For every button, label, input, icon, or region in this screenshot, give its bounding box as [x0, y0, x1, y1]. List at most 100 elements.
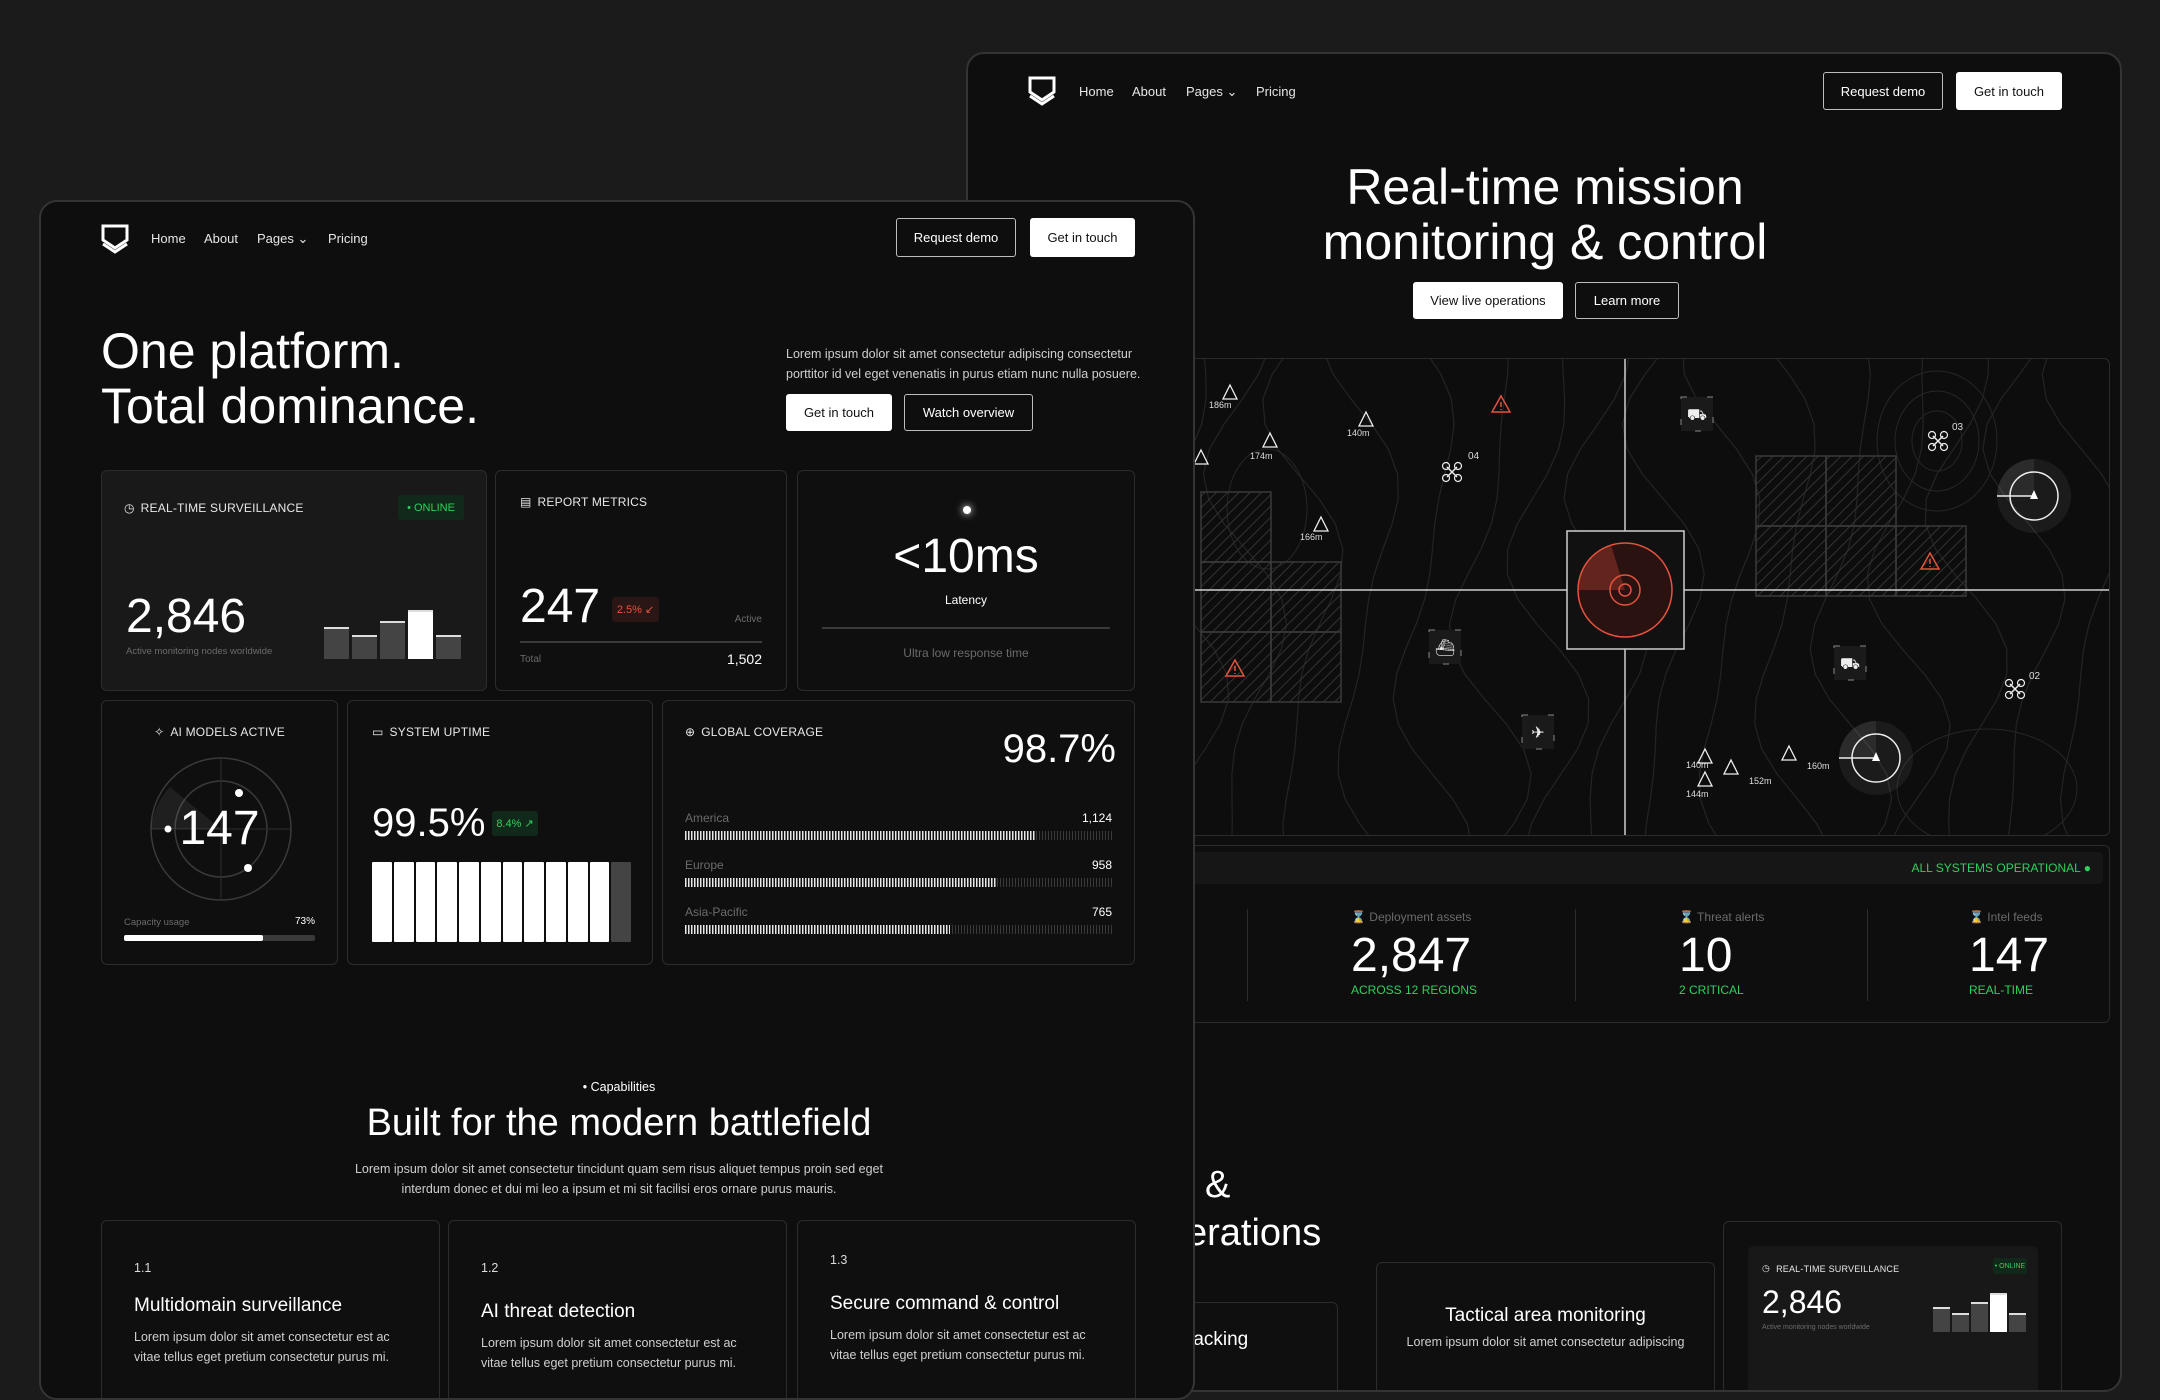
- region-value: 765: [1091, 905, 1112, 919]
- contour-line: [1621, 359, 1705, 835]
- uptime-segment: [567, 862, 588, 942]
- threat-warning-icon[interactable]: [1919, 551, 1941, 570]
- zone-cell[interactable]: [1825, 525, 1897, 597]
- drone-label: 02: [2029, 671, 2041, 682]
- nav-about[interactable]: About: [1132, 84, 1166, 99]
- zone-cell[interactable]: [1200, 631, 1272, 703]
- get-in-touch-button[interactable]: Get in touch: [1956, 72, 2062, 110]
- elevation-marker-icon[interactable]: [1722, 758, 1740, 775]
- contour-line: [1982, 359, 2066, 835]
- hero-line2: Total dominance.: [101, 378, 480, 434]
- elevation-marker-icon[interactable]: [1312, 515, 1330, 532]
- globe-icon: ⊕: [685, 725, 696, 739]
- zone-cell[interactable]: [1270, 631, 1342, 703]
- nav-pages-label: Pages: [1186, 84, 1223, 99]
- latency-value: <10ms: [893, 530, 1039, 583]
- nav-pages[interactable]: Pages ⌄: [257, 231, 308, 247]
- elevation-marker-icon[interactable]: [1357, 410, 1375, 427]
- bar: [352, 634, 377, 659]
- learn-more-button[interactable]: Learn more: [1575, 282, 1679, 319]
- radar-graphic: [150, 757, 292, 901]
- drone-rotor: [2004, 690, 2014, 700]
- radar-unit-icon: [1872, 752, 1880, 761]
- get-in-touch-button[interactable]: Get in touch: [1030, 218, 1135, 257]
- nav-pages[interactable]: Pages ⌄: [1186, 84, 1237, 100]
- capacity-value: 73%: [294, 916, 315, 927]
- hero-get-in-touch-button[interactable]: Get in touch: [786, 394, 892, 431]
- coverage-value: 98.7%: [1002, 727, 1116, 771]
- unit-frame[interactable]: [1521, 714, 1555, 750]
- map-canvas: 186m 140m 174m 166m 140m 152m 144m 160m 04 03 02 ⛟ ⛴…: [987, 359, 2109, 835]
- zone-cell[interactable]: [1755, 525, 1827, 597]
- drone-label: 03: [1952, 422, 1964, 433]
- ship-icon: ⛴: [1435, 638, 1455, 657]
- unit-frame[interactable]: [1680, 396, 1714, 432]
- capacity-progress: [124, 935, 315, 941]
- drone-rotor: [1453, 473, 1463, 483]
- feature-card: 1.3 Secure command & control Lorem ipsum d…: [797, 1220, 1136, 1398]
- section-text: Lorem ipsum dolor sit amet consectetur t…: [354, 1162, 884, 1196]
- feature-title: AI threat detection: [481, 1301, 636, 1322]
- logo-icon[interactable]: [1028, 76, 1056, 106]
- nav-about[interactable]: About: [204, 231, 238, 246]
- elevation-marker-icon[interactable]: [1192, 448, 1210, 465]
- hero-title: Real-time mission monitoring & control: [1245, 160, 1845, 270]
- region-bar: [685, 925, 1112, 934]
- watch-overview-button[interactable]: Watch overview: [904, 394, 1033, 431]
- feature-title: Multidomain surveillance: [134, 1295, 343, 1316]
- hero-line1: One platform.: [101, 323, 404, 379]
- report-value: 247: [520, 580, 601, 633]
- elevation-marker-icon[interactable]: [1221, 383, 1239, 400]
- elevation-marker-icon[interactable]: [1696, 747, 1714, 764]
- uptime-segment: [415, 862, 436, 942]
- nav-pricing[interactable]: Pricing: [328, 231, 368, 246]
- threat-warning-icon[interactable]: [1490, 394, 1512, 413]
- stat-label: ⌛ Intel feeds: [1969, 910, 2043, 924]
- drone-rotor: [1441, 461, 1451, 471]
- document-icon: ▤: [520, 495, 532, 509]
- region-value: 1,124: [1081, 811, 1112, 825]
- unit-frame[interactable]: [1833, 645, 1867, 681]
- bar: [1952, 1312, 1969, 1332]
- latency-sub: Ultra low response time: [903, 646, 1029, 660]
- zone-cell[interactable]: [1895, 525, 1967, 597]
- zone-cell[interactable]: [1825, 455, 1897, 527]
- logo-icon[interactable]: [101, 224, 129, 254]
- unit-frame[interactable]: [1428, 629, 1462, 665]
- request-demo-button[interactable]: Request demo: [1823, 72, 1943, 110]
- stat-divider: [1867, 909, 1868, 1001]
- report-metrics-card: ▤ REPORT METRICS 247 2.5% ↙ Active Total …: [495, 470, 787, 691]
- feature-card-title: Tactical area monitoring: [1445, 1305, 1646, 1326]
- bar: [324, 627, 349, 659]
- zone-cell[interactable]: [1755, 455, 1827, 527]
- view-live-operations-button[interactable]: View live operations: [1413, 282, 1563, 319]
- elevation-marker-icon[interactable]: [1696, 770, 1714, 787]
- radar-unit-icon: [2030, 490, 2038, 499]
- request-demo-button[interactable]: Request demo: [896, 218, 1016, 257]
- drone-rotor: [1453, 461, 1463, 471]
- elevation-marker-icon[interactable]: [1780, 744, 1798, 761]
- latency-label: Latency: [944, 593, 988, 607]
- card-label: ◷ REAL-TIME SURVEILLANCE: [124, 501, 304, 515]
- zone-cell[interactable]: [1200, 491, 1272, 563]
- feature-card: 1.1 Multidomain surveillance Lorem ipsum d…: [101, 1220, 440, 1398]
- nav-home[interactable]: Home: [151, 231, 186, 246]
- mini-value: 2,846: [1762, 1284, 1843, 1320]
- preview-card: ◷ REAL-TIME SURVEILLANCE • ONLINE 2,846 A…: [1723, 1221, 2062, 1390]
- radar-ring: [1609, 574, 1641, 606]
- nav-home[interactable]: Home: [1079, 84, 1114, 99]
- zone-cell[interactable]: [1200, 561, 1272, 633]
- contour-line: [1682, 359, 1761, 835]
- drone-rotor: [1927, 442, 1937, 452]
- change-badge: 2.5% ↙: [612, 597, 659, 622]
- nav-pages-label: Pages: [257, 231, 294, 246]
- nav-pricing[interactable]: Pricing: [1256, 84, 1296, 99]
- region-bar-fill: [685, 831, 1036, 840]
- card-label: ✧ AI MODELS ACTIVE: [154, 725, 285, 739]
- elevation-marker-icon[interactable]: [1261, 431, 1279, 448]
- uptime-segment: [546, 862, 566, 942]
- zone-cell[interactable]: [1270, 561, 1342, 633]
- capabilities-tag: • Capabilities: [582, 1080, 656, 1094]
- threat-warning-icon[interactable]: [1224, 658, 1246, 677]
- drone-rotor: [2004, 678, 2014, 688]
